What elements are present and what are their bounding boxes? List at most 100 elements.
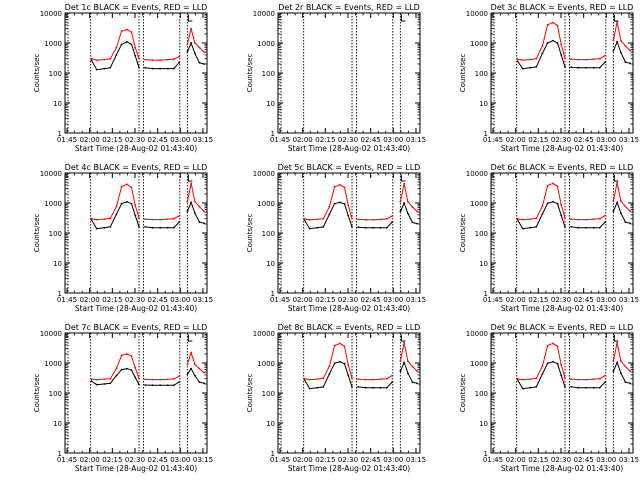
data-point-lld xyxy=(556,24,559,27)
data-point-events xyxy=(541,373,544,375)
x-tick-label: 03:15 xyxy=(406,456,426,464)
x-tick-label: 02:45 xyxy=(361,136,381,144)
data-point-events xyxy=(391,221,393,224)
series-line-lld xyxy=(145,375,180,381)
data-point-events xyxy=(624,381,627,383)
data-point-lld xyxy=(303,218,306,220)
y-tick-label: 100 xyxy=(49,390,62,398)
y-tick-label: 1 xyxy=(58,130,62,138)
y-tick-label: 1000 xyxy=(44,360,62,368)
data-point-events xyxy=(109,382,112,385)
data-point-lld xyxy=(328,205,331,208)
data-point-events xyxy=(351,226,353,228)
y-axis-label: Counts/sec xyxy=(33,214,41,253)
data-point-lld xyxy=(592,378,595,380)
y-axis-label: Counts/sec xyxy=(459,54,467,93)
data-point-lld xyxy=(308,378,311,381)
data-point-events xyxy=(612,49,615,52)
data-point-events xyxy=(552,360,554,363)
data-point-lld xyxy=(516,58,519,60)
data-point-events xyxy=(592,66,595,69)
data-point-lld xyxy=(343,345,346,348)
x-tick-label: 03:00 xyxy=(383,136,403,144)
chart-panel-1: Det 1c BLACK = Events, RED = LLD 1 10 100 10… xyxy=(33,3,213,153)
data-point-events xyxy=(570,386,572,388)
data-point-lld xyxy=(328,365,331,368)
data-point-lld xyxy=(357,218,359,221)
data-point-events xyxy=(95,383,98,386)
x-axis-label: Start Time (28-Aug-02 01:43:40) xyxy=(288,304,410,313)
data-point-lld xyxy=(411,365,414,368)
data-point-events xyxy=(333,202,336,205)
data-point-lld xyxy=(115,205,118,208)
data-point-events xyxy=(556,362,559,365)
data-point-events xyxy=(138,66,140,69)
x-tick-label: 02:15 xyxy=(315,296,335,304)
data-point-lld xyxy=(198,46,201,49)
x-tick-label: 02:00 xyxy=(80,136,100,144)
data-point-lld xyxy=(529,58,532,61)
gap-bracket-mark xyxy=(187,335,193,342)
data-point-events xyxy=(564,66,566,68)
chart-panel-5: Det 5c BLACK = Events, RED = LLD 1 10 100 10… xyxy=(246,163,426,313)
data-point-lld xyxy=(577,218,580,221)
x-tick-label: 03:15 xyxy=(406,136,426,144)
x-tick-label: 02:00 xyxy=(80,296,100,304)
data-point-lld xyxy=(90,57,93,60)
data-point-events xyxy=(190,201,193,204)
data-point-events xyxy=(616,201,618,204)
data-point-events xyxy=(556,202,559,205)
series-line-lld xyxy=(517,342,566,381)
y-tick-label: 10000 xyxy=(253,330,275,338)
data-point-events xyxy=(308,227,311,230)
x-tick-label: 03:15 xyxy=(406,296,426,304)
chart-panel-6: Det 6c BLACK = Events, RED = LLD 1 10 100 10… xyxy=(459,163,639,313)
data-point-lld xyxy=(629,210,631,212)
data-point-lld xyxy=(556,185,559,188)
data-point-events xyxy=(521,67,524,70)
chart-title: Det 7c BLACK = Events, RED = LLD xyxy=(65,323,208,332)
data-point-lld xyxy=(194,363,196,366)
y-tick-label: 100 xyxy=(262,390,275,398)
x-axis-label: Start Time (28-Aug-02 01:43:40) xyxy=(501,144,623,153)
data-point-events xyxy=(560,214,563,217)
data-point-lld xyxy=(194,200,196,203)
data-point-events xyxy=(126,40,128,43)
data-point-events xyxy=(90,59,93,61)
data-point-events xyxy=(416,222,418,225)
x-tick-label: 03:15 xyxy=(619,136,639,144)
y-tick-label: 100 xyxy=(262,70,275,78)
data-point-events xyxy=(134,376,137,379)
data-point-lld xyxy=(172,217,175,220)
data-point-events xyxy=(560,374,563,377)
y-tick-label: 100 xyxy=(49,70,62,78)
data-point-lld xyxy=(339,342,341,345)
data-point-events xyxy=(194,52,196,55)
data-point-events xyxy=(624,61,627,63)
data-point-events xyxy=(198,221,201,224)
x-tick-label: 02:00 xyxy=(506,456,526,464)
data-point-lld xyxy=(178,375,181,378)
data-point-lld xyxy=(604,54,606,57)
series-line-events xyxy=(571,61,606,69)
y-tick-label: 10 xyxy=(479,100,488,108)
series-line-lld xyxy=(358,375,393,381)
data-point-lld xyxy=(308,218,311,221)
data-point-lld xyxy=(577,58,580,61)
data-point-lld xyxy=(364,218,367,221)
data-point-events xyxy=(130,43,133,46)
data-point-events xyxy=(556,42,559,44)
y-tick-label: 100 xyxy=(262,230,275,238)
data-point-lld xyxy=(541,365,544,368)
series-line-lld xyxy=(91,353,140,381)
data-point-events xyxy=(612,210,615,213)
data-point-events xyxy=(357,386,359,388)
data-point-events xyxy=(629,62,631,65)
series-line-lld xyxy=(91,183,140,221)
data-point-events xyxy=(166,226,169,229)
data-point-events xyxy=(577,386,580,389)
data-point-lld xyxy=(546,24,549,26)
y-tick-label: 10 xyxy=(53,100,62,108)
chart-panel-2: Det 2r BLACK = Events, RED = LLD 1 10 100 10… xyxy=(246,3,426,153)
